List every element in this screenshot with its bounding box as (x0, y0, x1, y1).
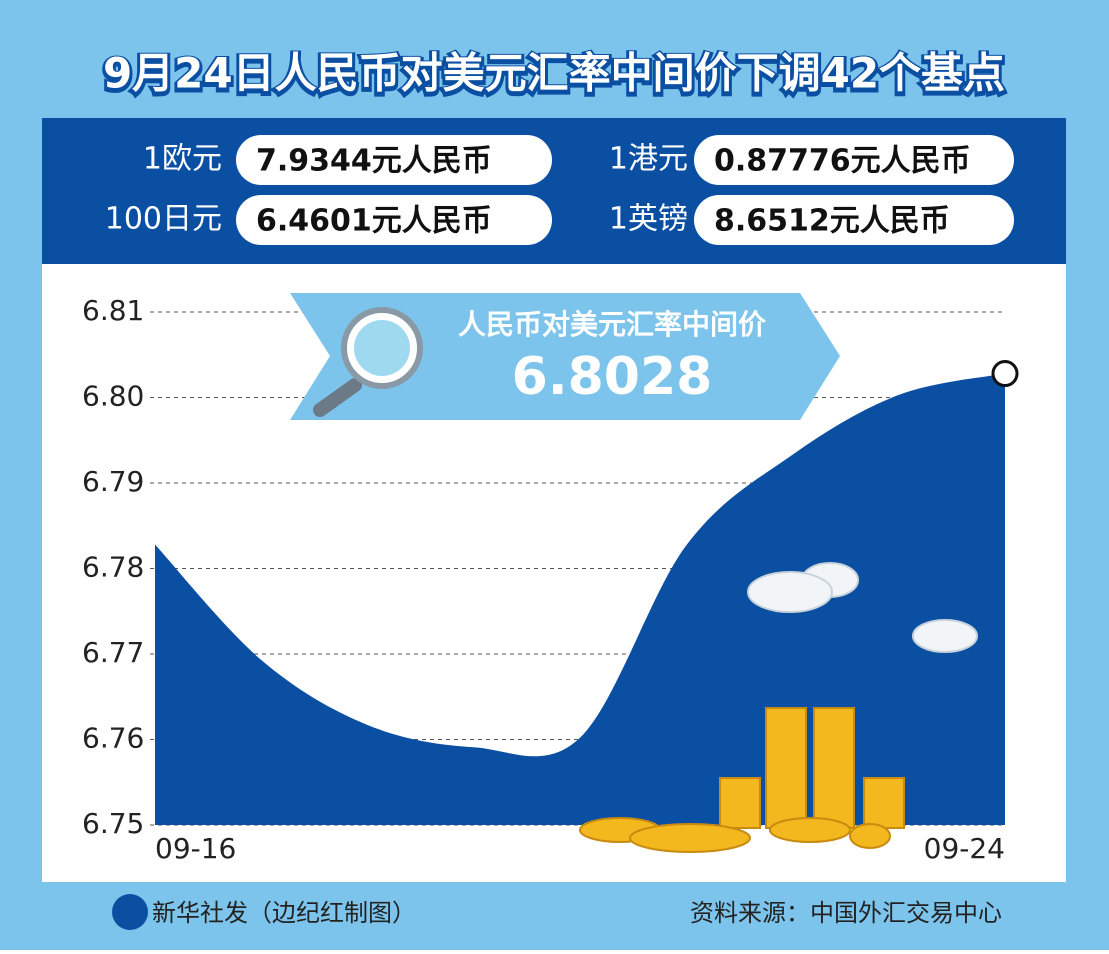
source: 资料来源：中国外汇交易中心 (690, 899, 1002, 927)
y-tick-label: 6.77 (82, 636, 144, 669)
callout: 人民币对美元汇率中间价 6.8028 (290, 293, 840, 420)
title-shadow: 9月24日人民币对美元汇率中间价下调42个基点 (103, 51, 1005, 100)
rate-label: 100日元 (105, 202, 222, 237)
rate-label: 1欧元 (143, 142, 222, 177)
y-tick-label: 6.75 (82, 807, 144, 840)
magnifier-handle (313, 378, 362, 417)
coin-stack (813, 707, 855, 829)
callout-title: 人民币对美元汇率中间价 (458, 308, 767, 341)
y-tick-label: 6.81 (82, 294, 144, 327)
coins (849, 823, 891, 849)
logo (112, 894, 148, 930)
coins (769, 817, 851, 843)
title: 9月24日人民币对美元汇率中间价下调42个基点 (103, 49, 1005, 98)
credit: 新华社发（边纪红制图） (152, 899, 416, 927)
x-tick-label: 09-16 (155, 832, 236, 865)
rate-pill (236, 195, 552, 245)
coin-stack (765, 707, 807, 829)
decoration (579, 562, 978, 853)
coin-stack (863, 777, 905, 829)
magnifier-lens (354, 320, 410, 376)
rate-label: 1英镑 (609, 202, 688, 237)
x-tick-label: 09-24 (924, 832, 1005, 865)
rate-pill (694, 135, 1014, 185)
rate-pill (694, 195, 1014, 245)
coins (629, 823, 751, 853)
rate-value: 8.6512元人民币 (714, 204, 950, 239)
y-tick-label: 6.79 (82, 465, 144, 498)
y-tick-label: 6.76 (82, 722, 144, 755)
rate-value: 6.4601元人民币 (256, 204, 492, 239)
y-tick-label: 6.80 (82, 380, 144, 413)
coin-stack (719, 777, 761, 829)
rate-label: 1港元 (609, 142, 688, 177)
rate-value: 7.9344元人民币 (256, 144, 492, 179)
end-marker (991, 360, 1019, 388)
callout-shape (290, 293, 840, 420)
cloud (912, 619, 978, 653)
callout-value: 6.8028 (512, 347, 713, 407)
cloud (747, 571, 833, 613)
rate-pill (236, 135, 552, 185)
rates: 1欧元 7.9344元人民币 1港元 0.87776元人民币 100日元 6.4601元人… (105, 135, 1014, 245)
y-tick-label: 6.78 (82, 551, 144, 584)
rate-value: 0.87776元人民币 (714, 144, 971, 179)
